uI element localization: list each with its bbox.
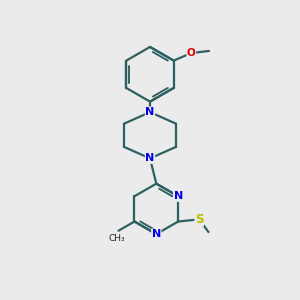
Text: CH₃: CH₃	[109, 234, 125, 243]
Text: N: N	[146, 153, 154, 164]
Text: N: N	[146, 107, 154, 117]
Text: O: O	[187, 48, 196, 58]
Text: N: N	[152, 229, 161, 239]
Text: S: S	[195, 213, 203, 226]
Text: N: N	[173, 191, 183, 201]
